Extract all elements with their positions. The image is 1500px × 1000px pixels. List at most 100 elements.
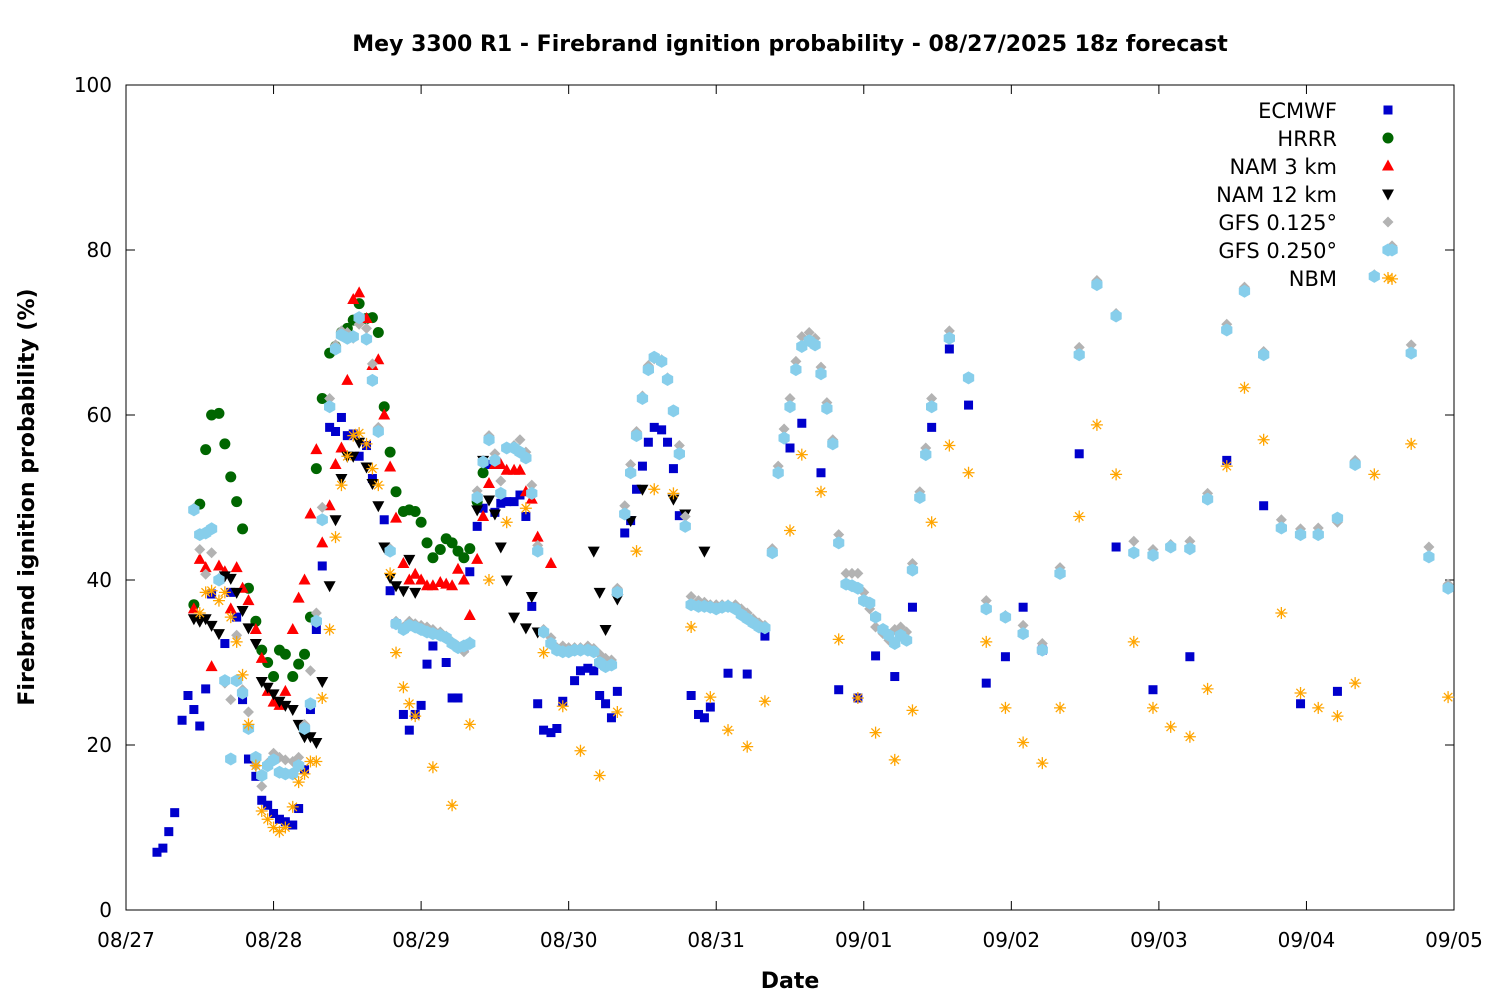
data-point — [741, 740, 754, 753]
data-point — [496, 498, 506, 508]
data-point — [1423, 541, 1435, 553]
y-axis: 0 20 40 60 80 100 — [74, 73, 1454, 922]
data-point — [698, 546, 711, 558]
legend-label: NAM 12 km — [1216, 183, 1337, 207]
data-point — [906, 704, 919, 717]
data-point — [224, 602, 237, 614]
y-axis-label: Firebrand ignition probability (%) — [15, 288, 40, 705]
data-point — [589, 666, 599, 676]
data-point — [292, 776, 305, 789]
data-point — [230, 587, 243, 599]
data-point — [513, 463, 526, 475]
data-point — [883, 628, 895, 642]
data-point — [852, 581, 864, 595]
data-point — [636, 484, 649, 496]
data-point — [256, 780, 268, 792]
data-point — [851, 691, 864, 704]
data-point — [772, 466, 784, 480]
data-point — [200, 568, 212, 580]
data-point — [360, 332, 373, 346]
data-point — [415, 516, 427, 528]
data-point — [325, 422, 335, 432]
data-point — [446, 537, 458, 549]
data-point — [784, 393, 796, 404]
data-point — [257, 795, 267, 805]
data-point — [816, 468, 826, 478]
data-point — [477, 455, 489, 469]
data-point — [760, 631, 770, 641]
data-point — [834, 685, 844, 695]
data-point — [871, 651, 881, 661]
data-point — [632, 484, 642, 494]
data-point — [642, 363, 654, 377]
x-tick-label: 08/28 — [245, 928, 303, 952]
data-point — [926, 393, 938, 404]
data-point — [1110, 468, 1123, 481]
data-point — [1147, 548, 1159, 562]
data-point — [353, 437, 366, 449]
data-point — [484, 460, 494, 469]
data-point — [556, 700, 569, 713]
data-point — [463, 608, 476, 620]
data-point — [212, 629, 225, 641]
data-point — [962, 371, 975, 385]
data-point — [224, 611, 237, 624]
data-point — [832, 633, 845, 646]
data-point — [509, 497, 519, 507]
data-point — [477, 467, 489, 479]
x-tick-label: 09/03 — [1130, 928, 1188, 952]
data-point — [372, 425, 384, 438]
data-point — [316, 513, 328, 527]
series-gfs-0-250- — [188, 243, 1454, 782]
data-point — [1423, 550, 1435, 564]
data-point — [1294, 687, 1307, 700]
data-point — [188, 503, 200, 517]
data-point — [194, 543, 206, 555]
data-point — [1275, 607, 1288, 619]
data-point — [199, 561, 212, 573]
data-point — [1405, 346, 1417, 360]
data-point — [869, 726, 882, 739]
data-point — [422, 659, 432, 669]
data-point — [299, 648, 311, 660]
data-point — [242, 706, 254, 718]
data-point — [293, 658, 305, 670]
data-point — [384, 544, 396, 558]
series-hrrr — [188, 298, 489, 683]
data-point — [1074, 449, 1084, 459]
data-point — [656, 354, 668, 368]
data-point — [273, 825, 286, 838]
legend-marker — [1383, 105, 1393, 115]
data-point — [575, 666, 585, 676]
data-point — [1296, 699, 1306, 709]
data-point — [347, 451, 360, 463]
data-point — [482, 574, 495, 586]
data-point — [667, 404, 680, 418]
data-point — [409, 710, 422, 723]
data-point — [453, 693, 463, 703]
data-point — [267, 821, 280, 834]
data-point — [699, 713, 709, 723]
data-point — [250, 750, 262, 764]
data-point — [287, 671, 299, 683]
data-point — [403, 697, 416, 710]
data-point — [428, 641, 438, 651]
data-point — [1368, 269, 1380, 283]
data-point — [225, 752, 237, 766]
data-point — [519, 502, 532, 515]
data-point — [483, 433, 495, 447]
data-point — [329, 342, 342, 356]
y-tick-label: 40 — [87, 568, 112, 592]
data-point — [292, 591, 305, 603]
data-point — [482, 495, 495, 507]
data-point — [347, 330, 359, 344]
data-point — [1073, 510, 1086, 523]
data-point — [926, 400, 938, 414]
x-tick-label: 09/02 — [983, 928, 1041, 952]
data-point — [1349, 677, 1362, 690]
data-point — [495, 486, 507, 500]
series-gfs-0-125- — [188, 240, 1454, 792]
data-point — [219, 674, 231, 688]
data-point — [288, 820, 298, 830]
data-point — [625, 466, 637, 480]
